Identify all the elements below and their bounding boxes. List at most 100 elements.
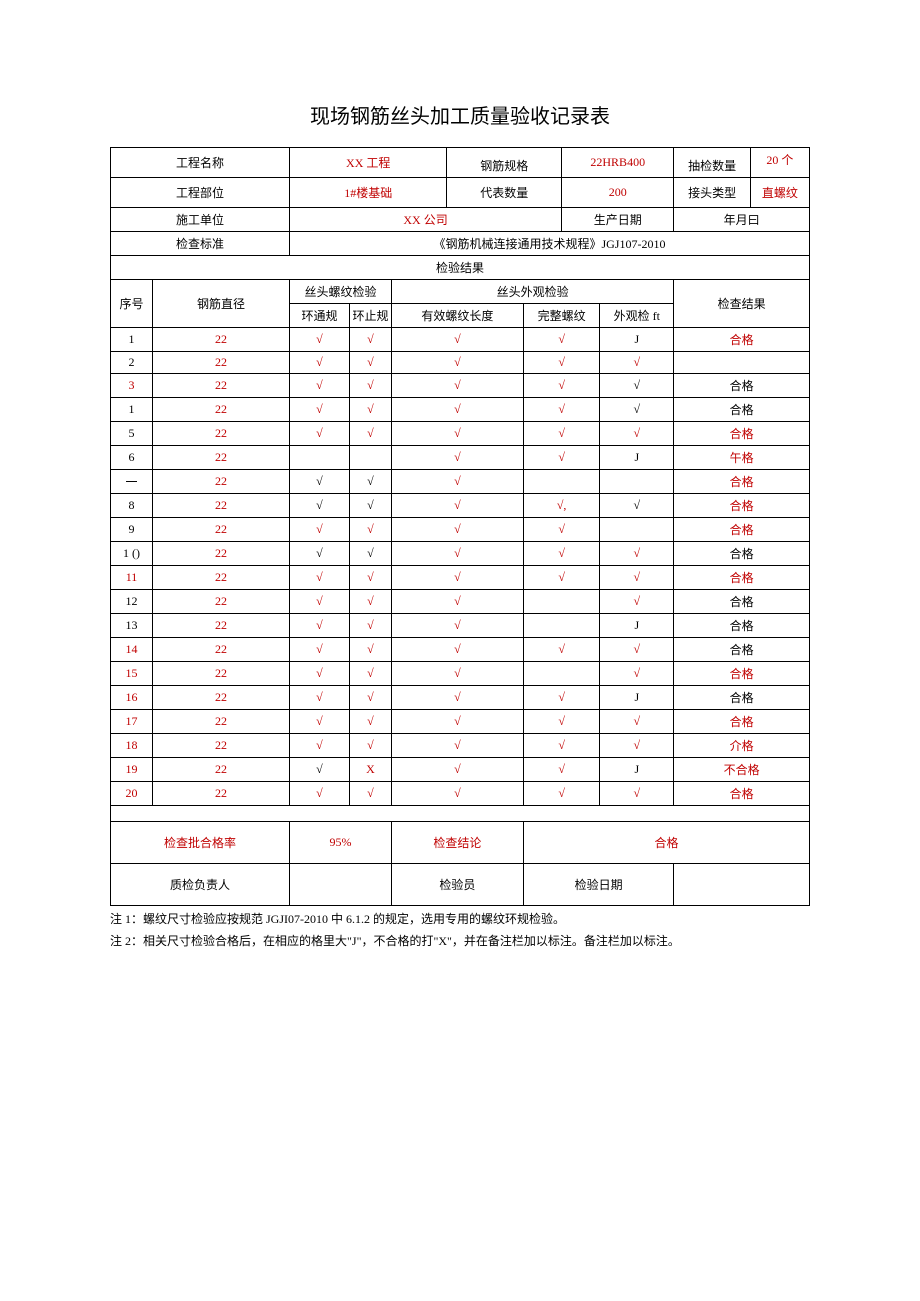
cell-comp: √ — [523, 518, 599, 542]
cell-stop: √ — [349, 494, 391, 518]
cell-eff: √ — [391, 710, 523, 734]
cell-eff: √ — [391, 470, 523, 494]
cell-vis: √ — [600, 734, 674, 758]
cell-seq: 20 — [111, 782, 153, 806]
cell-diameter: 22 — [153, 566, 290, 590]
cell-seq: 3 — [111, 374, 153, 398]
label-inspector: 检验员 — [391, 864, 523, 906]
cell-stop: √ — [349, 590, 391, 614]
blank-row — [111, 806, 810, 822]
cell-stop — [349, 446, 391, 470]
cell-vis: J — [600, 614, 674, 638]
cell-vis: J — [600, 328, 674, 352]
note-2: 注 2：相关尺寸检验合格后，在相应的格里大"J"，不合格的打"X"，并在备注栏加… — [110, 932, 810, 950]
cell-eff: √ — [391, 734, 523, 758]
cell-comp: √ — [523, 734, 599, 758]
cell-diameter: 22 — [153, 422, 290, 446]
cell-diameter: 22 — [153, 758, 290, 782]
cell-vis: √ — [600, 662, 674, 686]
col-thread-check: 丝头螺纹检验 — [289, 280, 391, 304]
cell-result: 合格 — [674, 614, 810, 638]
col-appearance-check: 丝头外观检验 — [391, 280, 673, 304]
label-check-standard: 检查标准 — [111, 232, 290, 256]
value-rebar-spec: 22HRB400 — [562, 148, 674, 178]
document-title: 现场钢筋丝头加工质量验收记录表 — [110, 100, 810, 129]
cell-vis: √ — [600, 542, 674, 566]
cell-eff: √ — [391, 614, 523, 638]
label-rep-qty: 代表数量 — [447, 178, 562, 208]
label-pass-rate: 检查批合格率 — [111, 822, 290, 864]
cell-result: 合格 — [674, 782, 810, 806]
cell-eff: √ — [391, 422, 523, 446]
cell-result: 合格 — [674, 710, 810, 734]
value-rep-qty: 200 — [562, 178, 674, 208]
cell-eff: √ — [391, 374, 523, 398]
value-qc — [289, 864, 391, 906]
cell-eff: √ — [391, 494, 523, 518]
cell-eff: √ — [391, 758, 523, 782]
cell-go: √ — [289, 614, 349, 638]
cell-seq: 16 — [111, 686, 153, 710]
cell-go: √ — [289, 494, 349, 518]
cell-result: 合格 — [674, 494, 810, 518]
cell-seq: 1 () — [111, 542, 153, 566]
label-qc: 质检负责人 — [111, 864, 290, 906]
cell-go: √ — [289, 374, 349, 398]
cell-vis: √ — [600, 422, 674, 446]
cell-vis: √ — [600, 374, 674, 398]
cell-eff: √ — [391, 352, 523, 374]
cell-diameter: 22 — [153, 710, 290, 734]
cell-vis: √ — [600, 590, 674, 614]
cell-seq: 5 — [111, 422, 153, 446]
cell-comp: √ — [523, 352, 599, 374]
cell-result — [674, 352, 810, 374]
cell-seq: 12 — [111, 590, 153, 614]
cell-eff: √ — [391, 328, 523, 352]
label-rebar-spec: 钢筋规格 — [447, 148, 562, 178]
cell-vis — [600, 518, 674, 542]
col-diameter: 钢筋直径 — [153, 280, 290, 328]
cell-comp — [523, 470, 599, 494]
label-inspection-results: 检验结果 — [111, 256, 810, 280]
cell-go: √ — [289, 422, 349, 446]
cell-stop: √ — [349, 352, 391, 374]
cell-eff: √ — [391, 662, 523, 686]
cell-stop: √ — [349, 566, 391, 590]
cell-diameter: 22 — [153, 638, 290, 662]
cell-go: √ — [289, 734, 349, 758]
cell-seq: 1 — [111, 328, 153, 352]
label-prod-date: 生产日期 — [562, 208, 674, 232]
cell-result: 合格 — [674, 398, 810, 422]
cell-result: 合格 — [674, 422, 810, 446]
cell-comp: √ — [523, 542, 599, 566]
col-ring-stop: 环止规 — [349, 304, 391, 328]
cell-go: √ — [289, 710, 349, 734]
cell-comp — [523, 590, 599, 614]
cell-stop: √ — [349, 662, 391, 686]
value-construction-unit: XX 公司 — [289, 208, 561, 232]
label-project-part: 工程部位 — [111, 178, 290, 208]
value-project-part: 1#楼基础 — [289, 178, 447, 208]
value-check-standard: 《钢筋机械连接通用技术规程》JGJ107-2010 — [289, 232, 809, 256]
cell-go: √ — [289, 518, 349, 542]
cell-stop: √ — [349, 542, 391, 566]
cell-eff: √ — [391, 566, 523, 590]
cell-stop: √ — [349, 518, 391, 542]
cell-eff: √ — [391, 782, 523, 806]
cell-go: √ — [289, 638, 349, 662]
cell-diameter: 22 — [153, 686, 290, 710]
cell-eff: √ — [391, 446, 523, 470]
cell-eff: √ — [391, 398, 523, 422]
col-eff-len: 有效螺纹长度 — [391, 304, 523, 328]
cell-seq: 17 — [111, 710, 153, 734]
cell-result: 合格 — [674, 590, 810, 614]
label-joint-type: 接头类型 — [674, 178, 750, 208]
cell-seq: 15 — [111, 662, 153, 686]
cell-comp: √ — [523, 758, 599, 782]
cell-go: √ — [289, 352, 349, 374]
cell-stop: √ — [349, 782, 391, 806]
cell-result: 合格 — [674, 686, 810, 710]
cell-vis: √ — [600, 494, 674, 518]
cell-stop: √ — [349, 638, 391, 662]
cell-seq: 一 — [111, 470, 153, 494]
